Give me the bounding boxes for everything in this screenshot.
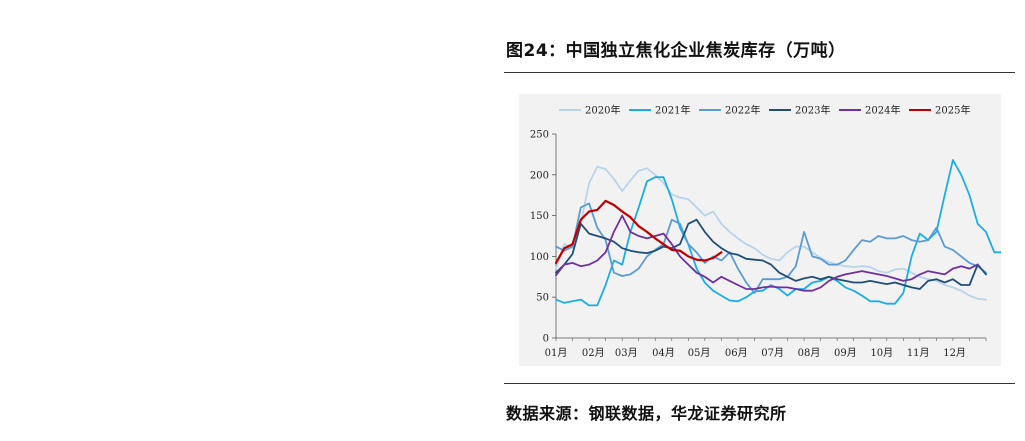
y-tick-label: 250: [530, 130, 549, 141]
x-tick-label: 08月: [798, 347, 821, 359]
figure-title: 图24：中国独立焦化企业焦炭库存（万吨）: [506, 41, 846, 61]
legend-label: 2024年: [865, 104, 900, 117]
x-tick-label: 04月: [652, 347, 675, 359]
source-divider: [504, 383, 1015, 384]
x-tick-label: 06月: [725, 347, 748, 359]
x-tick-label: 09月: [834, 347, 857, 359]
y-axis: 0 50 100 150 200 250: [530, 130, 557, 345]
x-axis: 01月 02月 03月 04月 05月 06月 07月 08月 09月 10月 11月 12月: [545, 337, 987, 359]
series-line-2023: [555, 218, 987, 290]
y-tick-label: 0: [543, 334, 549, 345]
y-tick-label: 150: [530, 211, 549, 222]
series-line-2021: [555, 159, 1004, 307]
legend-label: 2020年: [585, 104, 620, 117]
legend-label: 2023年: [795, 104, 830, 117]
title-divider: [504, 72, 1015, 73]
x-tick-label: 02月: [582, 347, 605, 359]
legend-label: 2021年: [655, 104, 690, 117]
y-tick-label: 200: [530, 170, 549, 181]
series-line-2024: [555, 214, 979, 292]
x-tick-label: 11月: [907, 347, 930, 359]
legend-label: 2022年: [725, 104, 760, 117]
line-chart: 2020年 2021年 2022年 2023年 2024年 2025年 0 50 100 150…: [530, 104, 1004, 359]
plot-series: [554, 159, 1004, 307]
x-tick-label: 07月: [761, 347, 784, 359]
x-tick-label: 12月: [943, 347, 966, 359]
chart-legend: 2020年 2021年 2022年 2023年 2024年 2025年: [559, 104, 970, 117]
legend-label: 2025年: [935, 104, 970, 117]
series-line-2025: [554, 199, 723, 264]
y-tick-label: 50: [536, 293, 549, 304]
y-tick-label: 100: [530, 252, 549, 263]
source-note: 数据来源：钢联数据，华龙证券研究所: [506, 404, 787, 423]
x-tick-label: 01月: [545, 347, 568, 359]
series-line-2020: [555, 165, 987, 301]
x-tick-label: 10月: [870, 347, 893, 359]
x-tick-label: 03月: [615, 347, 638, 359]
chart-panel: 2020年 2021年 2022年 2023年 2024年 2025年 0 50 100 150…: [519, 94, 1004, 366]
x-tick-label: 05月: [688, 347, 711, 359]
series-line-2022: [555, 202, 987, 295]
